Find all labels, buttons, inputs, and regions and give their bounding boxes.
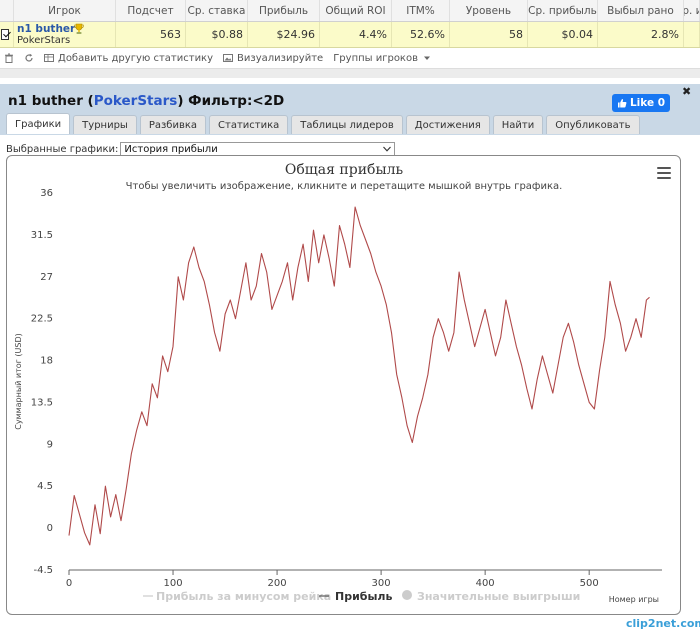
chart-canvas[interactable]: Общая прибыль Чтобы увеличить изображение… bbox=[7, 156, 682, 616]
legend-item-profit: Прибыль bbox=[335, 590, 392, 603]
legend-item-big-wins: Значительные выигрыши bbox=[417, 590, 580, 603]
watermark: clip2net.com bbox=[626, 617, 700, 630]
tab-find[interactable]: Найти bbox=[492, 115, 544, 134]
panel-title-site-link[interactable]: PokerStars bbox=[93, 93, 178, 109]
y-tick-label: 36 bbox=[40, 188, 53, 199]
x-tick-label: 200 bbox=[268, 578, 287, 589]
column-header-count[interactable]: Подсчет bbox=[116, 0, 186, 21]
tab-breakdown[interactable]: Разбивка bbox=[139, 115, 207, 134]
cell-avg-profit: $0.04 bbox=[528, 22, 598, 47]
hamburger-menu-icon[interactable] bbox=[657, 167, 671, 179]
y-tick-label: 22.5 bbox=[31, 314, 53, 325]
trash-icon bbox=[5, 53, 13, 63]
cell-level: 58 bbox=[450, 22, 528, 47]
stats-table-header: Игрок Подсчет Ср. ставка Прибыль Общий R… bbox=[0, 0, 700, 22]
stats-toolbar: Добавить другую статистику Визуализируйт… bbox=[0, 50, 700, 66]
refresh-button[interactable] bbox=[24, 53, 34, 63]
panel-title-prefix: n1 buther ( bbox=[8, 93, 94, 109]
row-checkbox[interactable] bbox=[1, 29, 9, 40]
panel-title: n1 buther (PokerStars) Фильтр:<2D bbox=[8, 93, 284, 109]
player-panel: n1 buther (PokerStars) Фильтр:<2D ✖ Like… bbox=[0, 84, 700, 636]
player-groups-label: Группы игроков bbox=[333, 52, 418, 64]
chart-selector-row: Выбранные графики: История прибыли bbox=[6, 142, 396, 156]
selected-charts-label: Выбранные графики: bbox=[6, 143, 119, 155]
y-tick-label: 18 bbox=[40, 356, 53, 367]
player-cell: n1 buther PokerStars bbox=[14, 22, 116, 47]
delete-button[interactable] bbox=[4, 53, 14, 63]
y-tick-label: 13.5 bbox=[31, 397, 53, 408]
x-axis-title: Номер игры bbox=[609, 595, 659, 604]
panel-title-suffix: ) Фильтр:<2D bbox=[177, 93, 285, 109]
player-name-link[interactable]: n1 buther bbox=[17, 22, 76, 35]
stats-table: Игрок Подсчет Ср. ставка Прибыль Общий R… bbox=[0, 0, 700, 48]
cell-avg-stake: $0.88 bbox=[186, 22, 248, 47]
x-tick-label: 0 bbox=[66, 578, 72, 589]
tab-tournaments[interactable]: Турниры bbox=[73, 115, 137, 134]
cell-avg-game bbox=[684, 22, 700, 47]
legend-swatch-big-wins bbox=[402, 590, 412, 600]
trophy-icon bbox=[74, 23, 84, 34]
column-header-roi[interactable]: Общий ROI bbox=[320, 0, 392, 21]
panel-tabs: Графики Турниры Разбивка Статистика Табл… bbox=[6, 113, 640, 134]
add-stats-button[interactable]: Добавить другую статистику bbox=[44, 53, 213, 64]
y-tick-label: -4.5 bbox=[33, 565, 53, 576]
cell-roi: 4.4% bbox=[320, 22, 392, 47]
y-tick-label: 0 bbox=[47, 523, 53, 534]
tab-publish[interactable]: Опубликовать bbox=[546, 115, 640, 134]
player-site: PokerStars bbox=[17, 34, 71, 46]
add-stats-label: Добавить другую статистику bbox=[58, 52, 214, 64]
tab-statistics[interactable]: Статистика bbox=[209, 115, 289, 134]
table-icon bbox=[44, 54, 54, 62]
chart-title: Общая прибыль bbox=[285, 162, 404, 178]
chart-select-value: История прибыли bbox=[124, 143, 218, 155]
image-icon bbox=[223, 54, 234, 62]
column-header-player[interactable]: Игрок bbox=[14, 0, 116, 21]
x-tick-label: 100 bbox=[163, 578, 182, 589]
visualize-button[interactable]: Визуализируйте bbox=[223, 53, 323, 64]
table-row[interactable]: n1 buther PokerStars 563 $0.88 $24.96 4.… bbox=[0, 22, 700, 48]
column-header-avg-stake[interactable]: Ср. ставка bbox=[186, 0, 248, 21]
series-line-profit bbox=[68, 206, 650, 546]
column-header-profit[interactable]: Прибыль bbox=[248, 0, 320, 21]
column-header-level[interactable]: Уровень bbox=[450, 0, 528, 21]
facebook-like-button[interactable]: Like 0 bbox=[612, 94, 670, 112]
row-checkbox-cell bbox=[0, 22, 14, 47]
section-divider bbox=[0, 68, 700, 78]
tab-achievements[interactable]: Достижения bbox=[405, 115, 490, 134]
chevron-down-icon bbox=[383, 146, 392, 152]
y-tick-label: 9 bbox=[47, 439, 53, 450]
chart-subtitle: Чтобы увеличить изображение, кликните и … bbox=[126, 181, 563, 192]
x-tick-label: 400 bbox=[476, 578, 495, 589]
visualize-label: Визуализируйте bbox=[237, 52, 324, 64]
column-header-avg-profit[interactable]: Ср. прибыль bbox=[528, 0, 598, 21]
tab-charts[interactable]: Графики bbox=[6, 113, 71, 134]
y-axis-title: Суммарный итог (USD) bbox=[14, 333, 23, 430]
y-tick-label: 27 bbox=[40, 272, 53, 283]
close-panel-button[interactable]: ✖ bbox=[682, 85, 692, 98]
thumbs-up-icon bbox=[617, 99, 627, 108]
header-checkbox-cell bbox=[0, 0, 14, 21]
tab-leaderboards[interactable]: Таблицы лидеров bbox=[291, 115, 403, 134]
y-tick-label: 31.5 bbox=[31, 230, 53, 241]
cell-profit: $24.96 bbox=[248, 22, 320, 47]
column-header-early-out[interactable]: Выбыл рано bbox=[598, 0, 684, 21]
y-tick-label: 4.5 bbox=[37, 481, 53, 492]
cell-count: 563 bbox=[116, 22, 186, 47]
profit-chart[interactable]: Общая прибыль Чтобы увеличить изображение… bbox=[6, 155, 681, 615]
cell-itm: 52.6% bbox=[392, 22, 450, 47]
panel-body: Выбранные графики: История прибыли Общая… bbox=[0, 135, 700, 636]
column-header-avg-game[interactable]: Ср. иг bbox=[684, 0, 700, 21]
like-label: Like 0 bbox=[629, 97, 666, 109]
chevron-down-icon bbox=[424, 56, 430, 60]
cell-early-out: 2.8% bbox=[598, 22, 684, 47]
chart-select[interactable]: История прибыли bbox=[120, 142, 396, 156]
x-tick-label: 500 bbox=[580, 578, 599, 589]
x-tick-label: 300 bbox=[372, 578, 391, 589]
refresh-icon bbox=[25, 53, 33, 62]
player-groups-dropdown[interactable]: Группы игроков bbox=[333, 53, 432, 64]
column-header-itm[interactable]: ITM% bbox=[392, 0, 450, 21]
legend-item-rake: Прибыль за минусом рейка bbox=[156, 590, 331, 603]
